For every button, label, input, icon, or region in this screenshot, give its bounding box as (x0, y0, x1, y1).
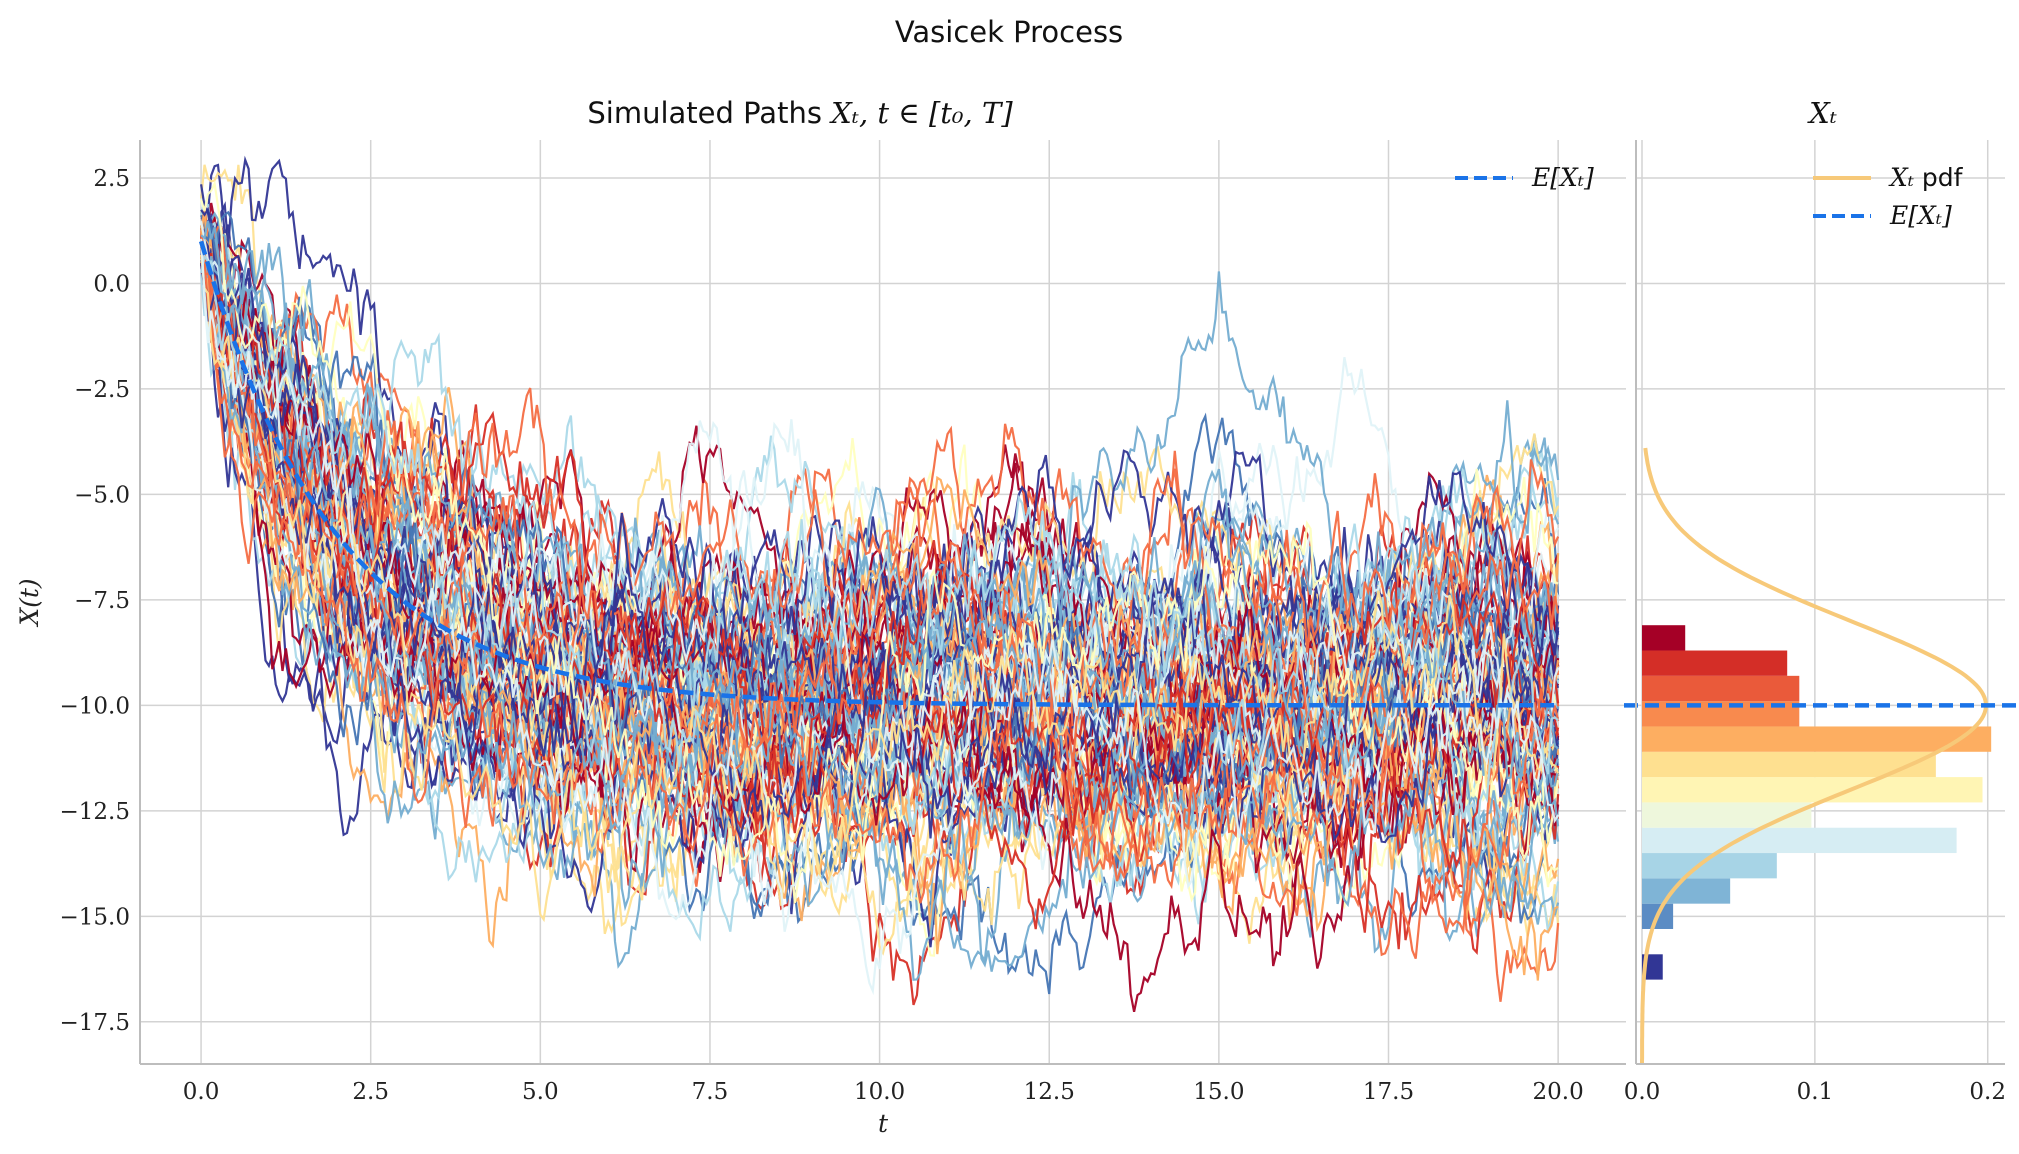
simulated-path (200, 224, 1560, 805)
simulated-path (200, 179, 1559, 903)
x-tick-label: 17.5 (1363, 1079, 1414, 1105)
y-tick-label: −10.0 (60, 693, 130, 719)
y-tick-label: −17.5 (60, 1010, 130, 1036)
y-tick-label: 0.0 (93, 271, 130, 297)
paths-ticks: 0.0 2.5 5.0 7.5 10.0 12.5 15.0 17.5 20.0 2.5 0.0 −2… (60, 166, 1584, 1105)
simulated-path (200, 238, 1560, 996)
simulated-path (200, 246, 1560, 935)
histogram-legend-pdf-label: Xₜ pdf (1888, 163, 1964, 192)
paths-title-text: Simulated Paths (587, 96, 831, 130)
histogram-bar (1642, 827, 1957, 854)
histogram-bar (1642, 777, 1983, 803)
simulated-path (200, 221, 1560, 786)
y-tick-label: 2.5 (93, 166, 130, 192)
simulated-paths (200, 155, 1560, 1013)
paths-legend: E[Xₜ] (1455, 163, 1594, 192)
x-tick-label: 7.5 (692, 1079, 729, 1105)
paths-xlabel: t (878, 1109, 889, 1138)
histogram-bar (1642, 878, 1731, 904)
simulated-path (200, 263, 1560, 805)
expected-value-line (198, 240, 1559, 708)
histogram-legend-mean-label: E[Xₜ] (1889, 201, 1952, 230)
x-tick-label: 5.0 (522, 1079, 559, 1105)
paths-spines (139, 140, 1626, 1065)
figure-title: Vasicek Process (895, 15, 1123, 49)
terminal-histogram-axes: 0.0 0.1 0.2 Xₜ Xₜ pdf E[Xₜ] (1624, 96, 2019, 1105)
x-tick-label: 20.0 (1533, 1079, 1584, 1105)
paths-title: Simulated Paths Xₜ, t ∈ [t₀, T] (587, 96, 1013, 130)
paths-title-math: Xₜ, t ∈ [t₀, T] (829, 96, 1013, 130)
x-tick-label: 10.0 (854, 1079, 905, 1105)
histogram-bar (1642, 650, 1788, 676)
x-tick-label: 15.0 (1193, 1079, 1244, 1105)
histogram-spines (1635, 140, 2005, 1065)
y-tick-label: −12.5 (60, 799, 130, 825)
histogram-bar (1642, 802, 1812, 828)
histogram-legend-pdf-suffix: pdf (1914, 163, 1964, 192)
x-tick-label: 2.5 (352, 1079, 389, 1105)
y-tick-label: −15.0 (60, 904, 130, 930)
paths-ylabel: X(t) (15, 578, 44, 627)
histogram-grid (1636, 140, 2005, 1064)
pdf-curve (1640, 447, 1988, 1064)
pdf-line (1640, 447, 1988, 1064)
y-tick-label: −2.5 (74, 377, 130, 403)
histogram-legend: Xₜ pdf E[Xₜ] (1813, 163, 1964, 230)
paths-legend-mean-label: E[Xₜ] (1531, 163, 1594, 192)
expected-value-curve (198, 240, 1559, 708)
simulated-path (200, 235, 1560, 859)
x-tick-label: 12.5 (1024, 1079, 1075, 1105)
paths-axes: 0.0 2.5 5.0 7.5 10.0 12.5 15.0 17.5 20.0 2.5 0.0 −2… (15, 96, 1626, 1138)
histogram-bar (1642, 625, 1686, 651)
histogram-bar (1642, 726, 1992, 752)
x-tick-label: 0.0 (183, 1079, 220, 1105)
histogram-bar (1642, 675, 1800, 702)
histogram-legend-pdf-math: Xₜ (1888, 163, 1914, 192)
hist-x-tick-label: 0.0 (1624, 1079, 1661, 1105)
y-tick-label: −7.5 (74, 588, 130, 614)
hist-x-tick-label: 0.2 (1969, 1079, 2006, 1105)
simulated-path (200, 255, 1560, 923)
histogram-ticks: 0.0 0.1 0.2 (1624, 1079, 2006, 1105)
y-tick-label: −5.0 (74, 482, 130, 508)
simulated-path (200, 242, 1560, 943)
histogram-title: Xₜ (1807, 96, 1837, 130)
simulated-path (200, 238, 1560, 874)
hist-x-tick-label: 0.1 (1797, 1079, 1834, 1105)
simulated-path (200, 237, 1560, 834)
